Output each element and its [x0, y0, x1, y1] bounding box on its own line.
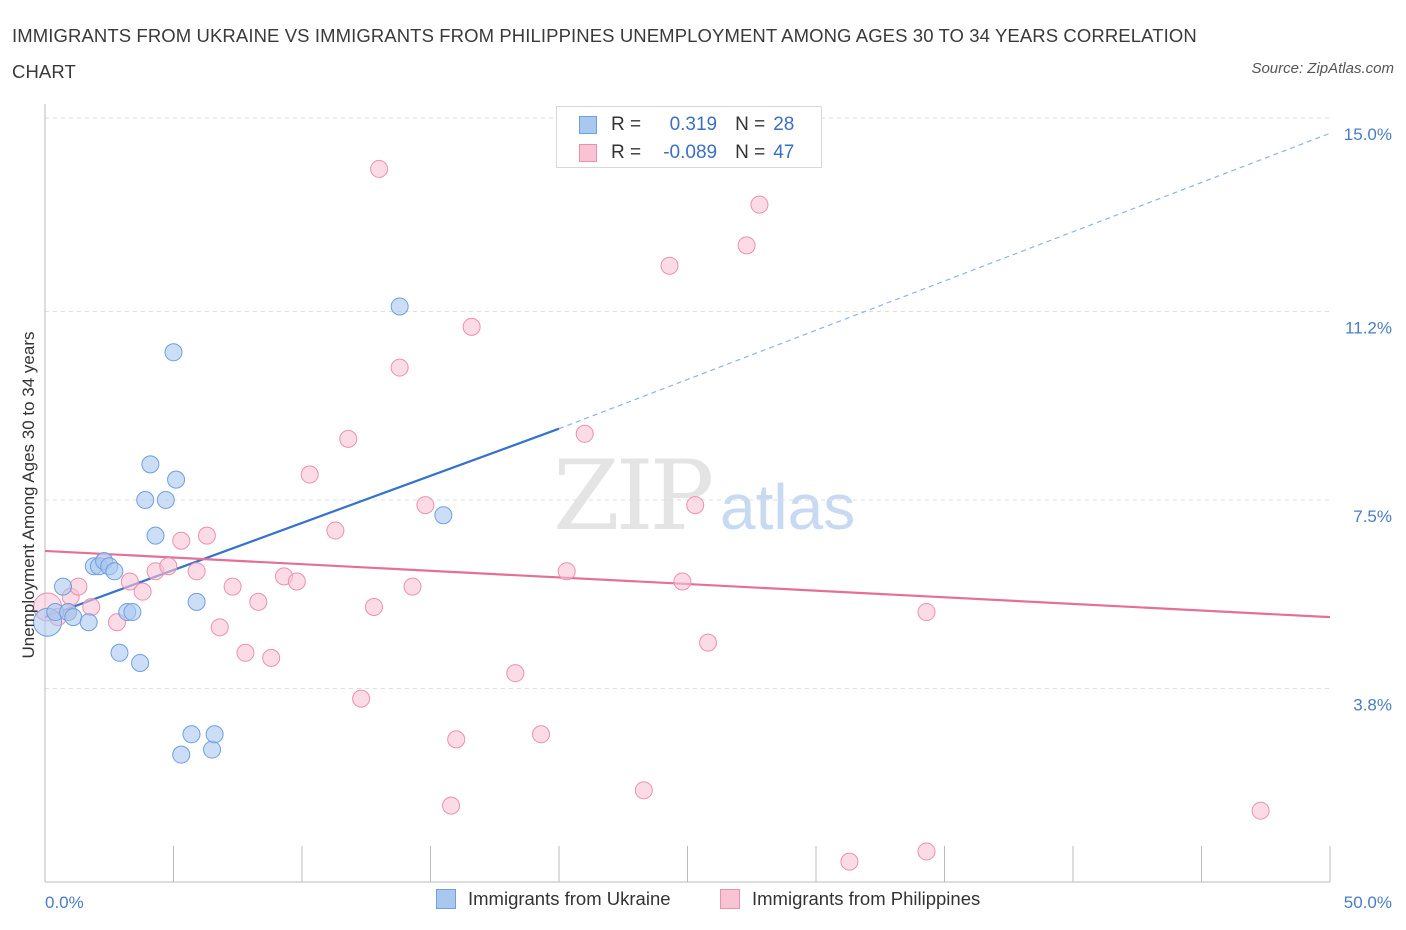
y-tick-label: 15.0% [1344, 125, 1392, 144]
legend-n-value: 47 [773, 142, 795, 163]
point-philippines [442, 796, 461, 815]
legend-r-label: R = [611, 142, 642, 163]
legend-r-value: 0.319 [669, 114, 718, 135]
x-tick-label: 0.0% [45, 893, 84, 912]
legend-item-philippines: Immigrants from Philippines [720, 888, 980, 910]
point-philippines [287, 572, 306, 591]
legend-n-label: N = [735, 114, 766, 135]
point-philippines [390, 358, 409, 377]
point-ukraine [203, 740, 222, 759]
point-philippines [447, 730, 466, 749]
point-ukraine [187, 592, 206, 611]
legend-row-ukraine: R = 0.319 N = 28 [579, 111, 794, 139]
point-philippines [750, 195, 769, 214]
point-ukraine [146, 526, 165, 545]
point-ukraine [123, 603, 142, 622]
point-philippines [223, 577, 242, 596]
point-philippines [917, 842, 936, 861]
point-philippines [686, 496, 705, 515]
legend-label-philippines: Immigrants from Philippines [752, 888, 981, 909]
point-philippines [197, 526, 216, 545]
point-philippines [172, 531, 191, 550]
legend-n-label: N = [735, 142, 766, 163]
point-ukraine [53, 577, 72, 596]
point-philippines [673, 572, 692, 591]
point-philippines [532, 725, 551, 744]
point-philippines [403, 577, 422, 596]
point-ukraine [172, 745, 191, 764]
point-philippines [133, 582, 152, 601]
point-philippines [462, 317, 481, 336]
point-ukraine [434, 506, 453, 525]
point-philippines [249, 592, 268, 611]
grid-lines [45, 117, 1330, 689]
y-axis-label: Unemployment Among Ages 30 to 34 years [19, 332, 38, 659]
legend-item-ukraine: Immigrants from Ukraine [436, 888, 671, 910]
legend-row-philippines: R = -0.089 N = 47 [579, 139, 794, 167]
point-ukraine [131, 653, 150, 672]
point-philippines [370, 159, 389, 178]
y-tick-label: 3.8% [1353, 695, 1392, 714]
point-ukraine [105, 562, 124, 581]
point-ukraine [136, 491, 155, 509]
trend-line-ukraine-extension [558, 132, 1331, 430]
point-ukraine [205, 725, 224, 744]
x-tick-label: 50.0% [1344, 893, 1392, 912]
point-philippines [737, 236, 756, 255]
tick-labels: 3.8% 7.5% 11.2% 15.0% 0.0% 50.0% [45, 125, 1392, 912]
series-legend: Immigrants from Ukraine Immigrants from … [0, 888, 1406, 918]
point-ukraine [141, 455, 160, 474]
point-ukraine [79, 613, 98, 632]
point-philippines [69, 577, 88, 596]
legend-swatch-philippines [720, 889, 740, 909]
point-philippines [575, 424, 594, 443]
point-ukraine [390, 297, 409, 316]
point-philippines [120, 572, 139, 591]
trend-lines [44, 132, 1331, 619]
point-philippines [352, 689, 371, 708]
point-philippines [159, 557, 178, 576]
point-philippines [236, 643, 255, 662]
chart-title: IMMIGRANTS FROM UKRAINE VS IMMIGRANTS FR… [12, 25, 1197, 82]
legend-n-value: 28 [773, 114, 795, 135]
axes [44, 104, 1331, 883]
point-philippines [634, 781, 653, 800]
point-philippines [840, 852, 859, 871]
point-ukraine [156, 491, 175, 509]
watermark-zip: ZIP [553, 440, 714, 552]
legend-swatch-philippines [579, 144, 597, 162]
data-points [33, 159, 1270, 871]
point-ukraine [182, 725, 201, 744]
point-ukraine [164, 343, 183, 362]
point-philippines [917, 603, 936, 622]
point-philippines [660, 256, 679, 275]
stats-legend: R = 0.319 N = 28 R = -0.089 N = 47 [556, 106, 822, 168]
point-ukraine [64, 608, 83, 627]
legend-r-label: R = [611, 114, 642, 135]
point-philippines [364, 597, 383, 616]
legend-r-value: -0.089 [663, 142, 718, 163]
watermark-atlas: atlas [720, 471, 856, 543]
point-ukraine [110, 643, 129, 662]
point-philippines [326, 521, 345, 540]
point-philippines [300, 465, 319, 484]
point-philippines [416, 496, 435, 515]
point-philippines [1251, 801, 1270, 820]
point-ukraine [167, 470, 186, 489]
source-label: Source: ZipAtlas.com [1251, 60, 1394, 77]
point-philippines [187, 562, 206, 581]
point-philippines [699, 633, 718, 652]
legend-swatch-ukraine [436, 889, 456, 909]
point-philippines [82, 597, 101, 616]
point-philippines [210, 618, 229, 637]
legend-swatch-ukraine [579, 116, 597, 134]
legend-label-ukraine: Immigrants from Ukraine [468, 888, 671, 909]
y-tick-label: 11.2% [1345, 319, 1392, 338]
point-philippines [262, 648, 281, 667]
point-philippines [339, 429, 358, 448]
point-philippines [506, 664, 525, 683]
point-philippines [557, 562, 576, 581]
y-tick-label: 7.5% [1353, 507, 1392, 526]
